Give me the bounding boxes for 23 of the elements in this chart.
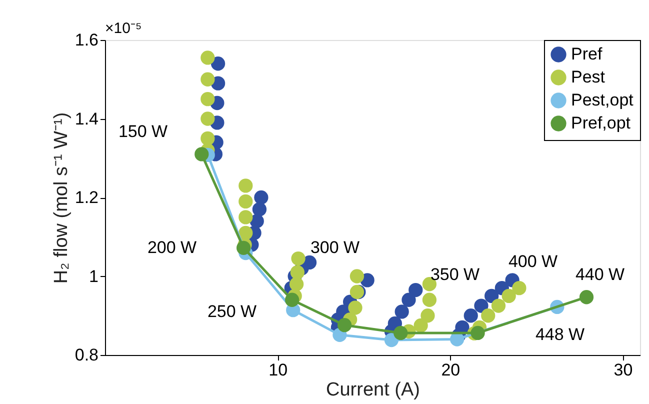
annotation: 400 W — [508, 252, 558, 271]
annotation: 350 W — [430, 265, 480, 284]
legend-label: Pest — [571, 68, 606, 86]
x-tick-label: 10 — [268, 360, 288, 380]
y-tick-label: 1.4 — [74, 109, 98, 128]
text: ×10⁻⁵ — [105, 20, 142, 37]
annotation: 448 W — [535, 325, 585, 344]
annotation: 440 W — [575, 265, 625, 284]
annotation: 300 W — [310, 238, 360, 257]
legend-label: Pest,opt — [571, 90, 634, 110]
y-tick-label: 1.2 — [74, 188, 98, 207]
x-axis-title: Current (A) — [326, 380, 420, 400]
x-tick-label: 20 — [441, 360, 460, 380]
y-tick-label: 1.6 — [74, 30, 98, 50]
legend-label: Pref,opt — [571, 114, 631, 132]
y-tick-label: 1 — [89, 266, 98, 286]
annotation: 250 W — [207, 302, 257, 321]
legend-label: Pref — [571, 44, 602, 64]
annotation: 200 W — [147, 238, 197, 257]
y-axis-title: H₂ flow (mol s⁻¹ W⁻¹) — [50, 112, 72, 284]
x-tick-label: 30 — [614, 360, 633, 380]
annotation: 150 W — [118, 122, 168, 141]
y-tick-label: 0.8 — [74, 346, 98, 364]
